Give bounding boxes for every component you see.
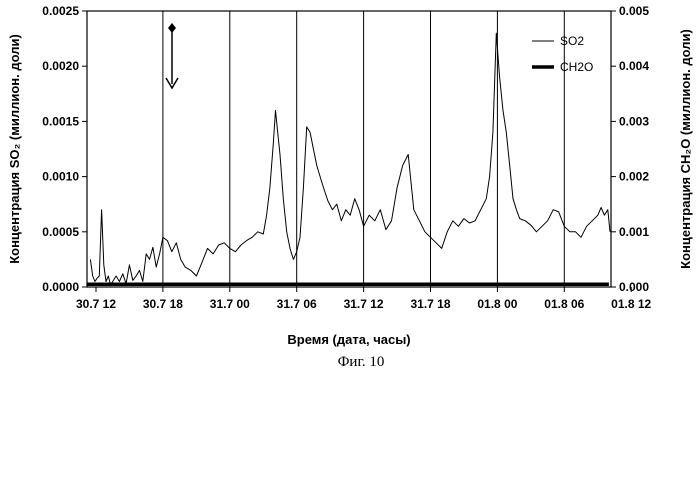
x-tick-label-0: 30.7 12 [76, 297, 116, 311]
data-series [87, 33, 610, 285]
plot-frame [87, 11, 611, 287]
left-y-tick-label-5: 0.0025 [42, 4, 79, 18]
left-y-tick-label-0: 0.0000 [42, 280, 79, 294]
legend-label-ch2o: CH2O [560, 60, 593, 74]
left-y-tick-label-3: 0.0015 [42, 114, 79, 128]
x-tick-label-2: 31.7 00 [210, 297, 250, 311]
series-line-so2 [90, 33, 610, 285]
right-y-tick-label-2: 0.002 [619, 170, 649, 184]
x-tick-label-4: 31.7 12 [344, 297, 384, 311]
x-tick-label-5: 31.7 18 [410, 297, 450, 311]
x-tick-label-3: 31.7 06 [277, 297, 317, 311]
x-tick-label-8: 01.8 12 [611, 297, 651, 311]
x-tick-label-6: 01.8 00 [477, 297, 517, 311]
right-y-tick-label-5: 0.005 [619, 4, 649, 18]
right-y-tick-label-0: 0.000 [619, 280, 649, 294]
annotation-arrow [166, 23, 178, 88]
legend: SO2 CH2O [532, 34, 593, 74]
left-y-axis-ticks: 0.0000 0.0005 0.0010 0.0015 0.0020 0.0025 [42, 4, 87, 294]
vertical-gridlines [163, 11, 564, 287]
x-tick-label-1: 30.7 18 [143, 297, 183, 311]
left-y-tick-label-2: 0.0010 [42, 170, 79, 184]
left-y-tick-label-4: 0.0020 [42, 59, 79, 73]
right-y-axis-ticks: 0.000 0.001 0.002 0.003 0.004 0.005 [611, 4, 649, 294]
right-y-tick-label-1: 0.001 [619, 225, 649, 239]
right-y-tick-label-4: 0.004 [619, 59, 649, 73]
x-axis-title: Время (дата, часы) [287, 332, 410, 347]
right-y-axis-title: Концентрация CH₂O (миллион. доли) [678, 29, 693, 269]
x-tick-label-7: 01.8 06 [544, 297, 584, 311]
left-y-axis-title: Концентрация SO₂ (миллион. доли) [7, 34, 22, 264]
legend-label-so2: SO2 [560, 34, 584, 48]
right-y-tick-label-3: 0.003 [619, 114, 649, 128]
left-y-tick-label-1: 0.0005 [42, 225, 79, 239]
figure-caption: Фиг. 10 [338, 354, 385, 370]
x-axis-ticks: 30.7 12 30.7 18 31.7 00 31.7 06 31.7 12 31.7 … [76, 287, 652, 311]
